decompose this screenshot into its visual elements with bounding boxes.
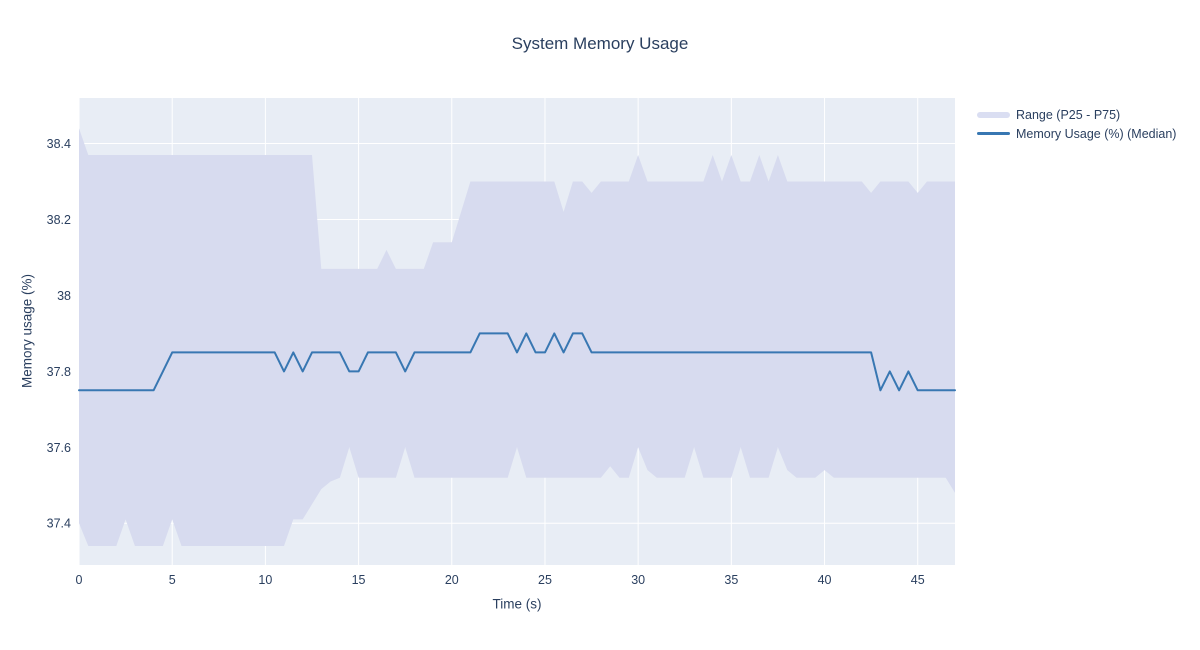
y-tick-label: 38.2 <box>47 213 71 227</box>
median-line-swatch-icon <box>977 132 1010 135</box>
chart-title: System Memory Usage <box>511 34 689 53</box>
x-tick-label: 20 <box>445 573 459 587</box>
x-tick-label: 40 <box>818 573 832 587</box>
legend-label-median: Memory Usage (%) (Median) <box>1016 126 1177 141</box>
x-tick-label: 45 <box>911 573 925 587</box>
x-tick-label: 35 <box>724 573 738 587</box>
x-tick-label: 5 <box>169 573 176 587</box>
y-tick-label: 37.4 <box>47 517 71 531</box>
y-tick-label: 38.4 <box>47 137 71 151</box>
legend-item-median[interactable]: Memory Usage (%) (Median) <box>977 124 1176 143</box>
x-tick-label: 25 <box>538 573 552 587</box>
y-tick-label: 37.8 <box>47 365 71 379</box>
x-tick-label: 0 <box>76 573 83 587</box>
legend: Range (P25 - P75) Memory Usage (%) (Medi… <box>977 105 1176 143</box>
x-tick-label: 15 <box>352 573 366 587</box>
y-tick-label: 37.6 <box>47 441 71 455</box>
legend-item-range[interactable]: Range (P25 - P75) <box>977 105 1176 124</box>
range-band-swatch-icon <box>977 111 1010 118</box>
median-line <box>78 332 956 392</box>
y-axis-title: Memory usage (%) <box>19 273 35 389</box>
p25-p75-band <box>79 128 955 546</box>
x-axis-title: Time (s) <box>492 596 542 612</box>
y-tick-label: 38 <box>57 289 71 303</box>
legend-label-range: Range (P25 - P75) <box>1016 107 1121 122</box>
x-tick-label: 10 <box>258 573 272 587</box>
x-tick-label: 30 <box>631 573 645 587</box>
